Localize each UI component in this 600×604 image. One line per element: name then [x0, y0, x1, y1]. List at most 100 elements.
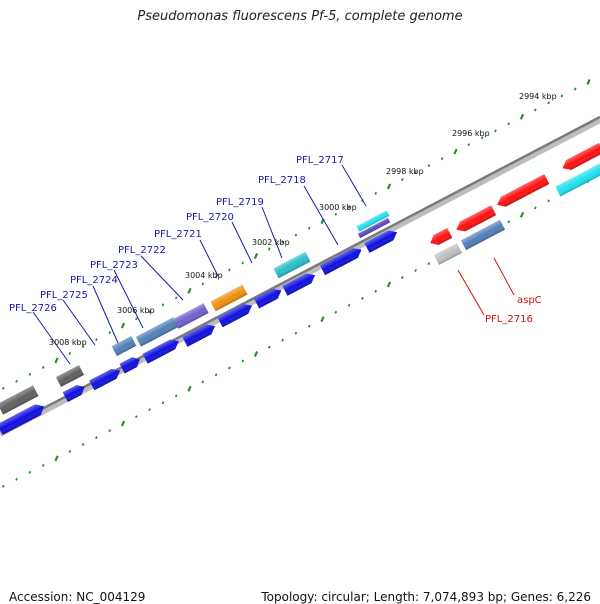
- leader-pfl-2718: [303, 185, 339, 246]
- gene-purple[interactable]: [173, 303, 209, 329]
- tick-mark: [95, 338, 98, 342]
- tick-mark: [427, 164, 431, 168]
- gene-fwd-b[interactable]: [62, 382, 88, 402]
- tick-mark: [228, 366, 231, 370]
- tick-mark: [586, 79, 591, 85]
- tick-mark: [54, 455, 59, 462]
- tick-mark: [467, 143, 471, 147]
- tick-mark: [28, 470, 32, 474]
- gene-fwd-j[interactable]: [319, 245, 364, 276]
- gene-label-pfl-2720[interactable]: PFL_2720: [186, 212, 234, 223]
- gene-red-a[interactable]: [428, 228, 453, 248]
- gene-red-c[interactable]: [495, 174, 550, 210]
- gene-teal[interactable]: [273, 251, 311, 279]
- gene-red-d[interactable]: [560, 142, 600, 173]
- tick-mark: [427, 262, 431, 266]
- gene-label-pfl-2724[interactable]: PFL_2724: [70, 275, 118, 286]
- tick-mark: [81, 345, 85, 348]
- tick-mark: [414, 171, 417, 174]
- gene-label-pfl-2721[interactable]: PFL_2721: [154, 229, 202, 240]
- tick-mark: [320, 316, 325, 323]
- gene-gray-2[interactable]: [55, 365, 85, 387]
- gene-cyan-small[interactable]: [356, 210, 390, 232]
- tick-mark: [267, 345, 271, 349]
- kbp-labels: 2994 kbp 2996 kbp 2998 kbp 3000 kbp 3002…: [49, 92, 557, 347]
- tick-mark: [108, 429, 112, 433]
- tick-mark: [533, 108, 537, 112]
- gene-label-pfl-2722[interactable]: PFL_2722: [118, 245, 166, 256]
- gene-fwd-e[interactable]: [142, 336, 182, 364]
- tick-mark: [519, 211, 525, 218]
- tick-mark: [294, 233, 298, 237]
- tick-mark: [334, 212, 338, 216]
- gene-label-pfl-2716[interactable]: PFL_2716: [485, 314, 533, 325]
- tick-mark: [307, 226, 311, 230]
- gene-fwd-h[interactable]: [254, 286, 284, 309]
- kbp-label: 3002 kbp: [252, 238, 290, 247]
- tick-mark: [440, 157, 444, 161]
- gene-steel-b[interactable]: [135, 317, 179, 347]
- gene-orange[interactable]: [210, 284, 248, 312]
- tick-mark: [161, 401, 165, 405]
- tick-mark: [361, 296, 364, 300]
- accession-text: Accession: NC_004129: [9, 590, 146, 604]
- tick-mark: [281, 338, 284, 342]
- gene-label-pfl-2726[interactable]: PFL_2726: [9, 303, 57, 314]
- tick-mark: [134, 317, 138, 321]
- tick-mark: [214, 373, 218, 377]
- tick-mark: [374, 191, 378, 195]
- tick-mark: [174, 394, 178, 398]
- gene-red-b[interactable]: [454, 205, 497, 234]
- tick-mark: [134, 415, 138, 419]
- tick-mark: [507, 122, 511, 126]
- tick-mark: [148, 310, 151, 314]
- gene-steel-a[interactable]: [111, 336, 137, 356]
- tick-mark: [120, 322, 126, 329]
- gene-fwd-a[interactable]: [0, 401, 47, 435]
- gene-fwd-i[interactable]: [282, 270, 317, 296]
- leader-lines: [32, 164, 515, 365]
- gene-label-pfl-2718[interactable]: PFL_2718: [258, 175, 306, 186]
- leader-aspc: [493, 257, 515, 296]
- tick-mark: [161, 303, 165, 307]
- leader-pfl-2725: [62, 299, 96, 346]
- tick-mark: [241, 359, 245, 363]
- kbp-label: 2994 kbp: [519, 92, 557, 101]
- tick-mark: [547, 101, 550, 105]
- tick-mark: [68, 352, 72, 355]
- map-title: Pseudomonas fluorescens Pf-5, complete g…: [137, 9, 463, 24]
- gene-cyan-right[interactable]: [555, 163, 600, 197]
- tick-mark: [253, 351, 259, 357]
- tick-mark: [480, 136, 484, 140]
- gene-darkblue-small[interactable]: [357, 217, 391, 239]
- gene-fwd-c[interactable]: [89, 366, 122, 391]
- leader-pfl-2723: [113, 269, 144, 329]
- tick-mark: [15, 477, 18, 481]
- genome-summary-text: Topology: circular; Length: 7,074,893 bp…: [261, 590, 591, 604]
- gene-label-pfl-2723[interactable]: PFL_2723: [90, 260, 138, 271]
- kbp-label: 3006 kbp: [117, 306, 155, 315]
- gene-label-aspc[interactable]: aspC: [517, 295, 542, 306]
- tick-mark: [81, 443, 85, 446]
- gene-fwd-f[interactable]: [182, 321, 217, 347]
- tick-mark: [573, 87, 577, 91]
- gene-gray-left[interactable]: [0, 385, 39, 415]
- gene-label-pfl-2717[interactable]: PFL_2717: [296, 155, 344, 166]
- tick-mark: [547, 199, 550, 203]
- tick-mark: [120, 420, 126, 427]
- tick-mark: [347, 303, 351, 307]
- gene-lightgray[interactable]: [433, 243, 463, 265]
- gene-steel-c[interactable]: [460, 219, 506, 251]
- tick-mark: [414, 269, 417, 272]
- leader-pfl-2724: [92, 285, 119, 344]
- gene-fwd-d[interactable]: [119, 354, 143, 374]
- gene-fwd-g[interactable]: [217, 301, 255, 328]
- tick-mark: [95, 436, 98, 440]
- gene-label-pfl-2725[interactable]: PFL_2725: [40, 290, 88, 301]
- tick-mark: [68, 450, 72, 453]
- tick-mark: [41, 463, 45, 467]
- gene-fwd-k[interactable]: [364, 227, 399, 253]
- gene-label-pfl-2719[interactable]: PFL_2719: [216, 197, 264, 208]
- tick-mark: [1, 386, 5, 390]
